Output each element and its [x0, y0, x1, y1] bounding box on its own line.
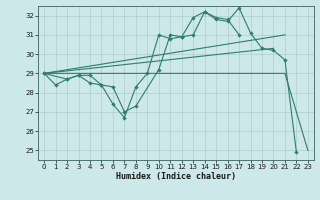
X-axis label: Humidex (Indice chaleur): Humidex (Indice chaleur) — [116, 172, 236, 181]
